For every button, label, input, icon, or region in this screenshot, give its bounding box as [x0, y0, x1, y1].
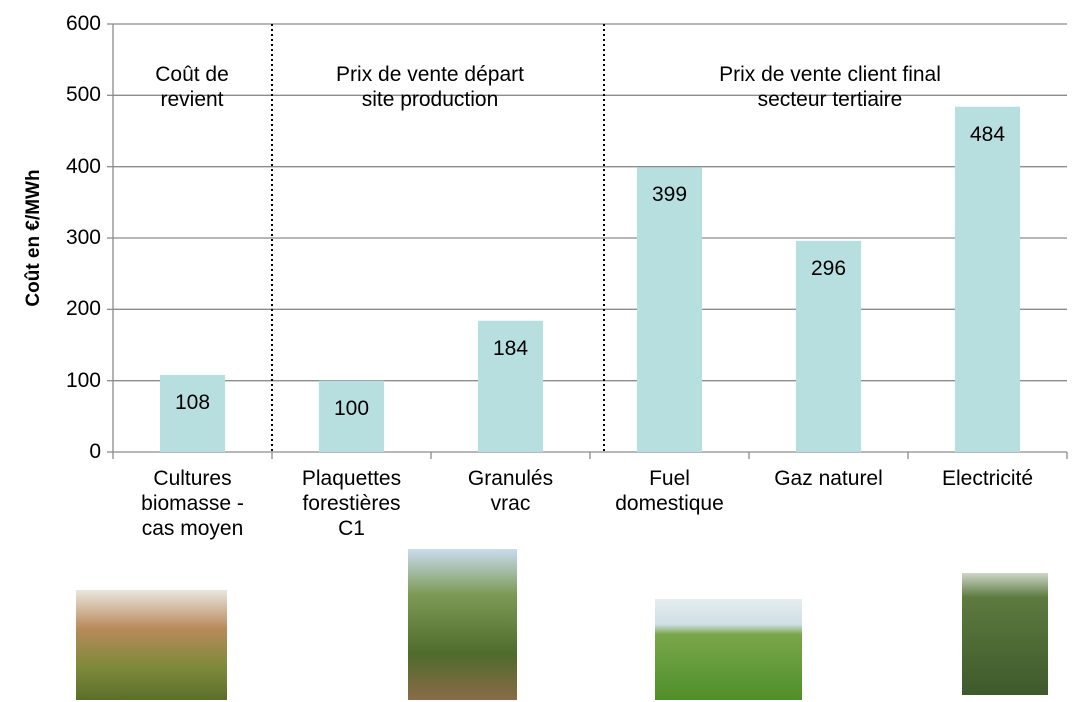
x-tick-label: Fuel domestique — [615, 466, 724, 516]
y-tick-label: 400 — [66, 155, 101, 179]
photo — [962, 573, 1048, 695]
bar — [637, 167, 702, 452]
bar — [955, 107, 1020, 452]
value-label: 108 — [175, 391, 210, 415]
y-tick-label: 200 — [66, 297, 101, 321]
photo — [76, 590, 227, 700]
y-axis-title: Coût en €/MWh — [23, 169, 45, 306]
value-label: 184 — [493, 337, 528, 361]
value-label: 399 — [652, 183, 687, 207]
x-tick-label: Cultures biomasse - cas moyen — [141, 466, 244, 541]
annotation: Prix de vente départ site production — [336, 62, 524, 112]
x-tick-label: Plaquettes forestières C1 — [302, 466, 401, 541]
y-tick-label: 300 — [66, 226, 101, 250]
x-tick-label: Granulés vrac — [468, 466, 553, 516]
y-tick-label: 100 — [66, 369, 101, 393]
page: Coût en €/MWh 0 100 200 300 400 500 600 Culture… — [0, 0, 1089, 702]
photo — [655, 599, 802, 700]
value-label: 100 — [334, 397, 369, 421]
photo — [408, 549, 517, 700]
x-tick-label: Gaz naturel — [774, 466, 883, 491]
y-tick-label: 500 — [66, 83, 101, 107]
annotation: Coût de revient — [155, 62, 229, 112]
value-label: 296 — [811, 257, 846, 281]
y-tick-label: 0 — [89, 440, 101, 464]
value-label: 484 — [970, 123, 1005, 147]
y-tick-label: 600 — [66, 12, 101, 36]
x-tick-label: Electricité — [942, 466, 1033, 491]
annotation: Prix de vente client final secteur terti… — [719, 62, 941, 112]
